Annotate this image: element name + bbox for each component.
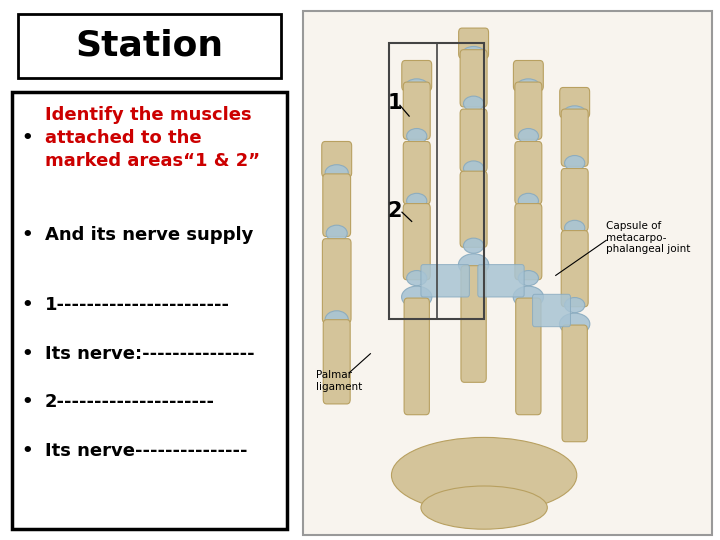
FancyBboxPatch shape xyxy=(562,325,588,442)
FancyBboxPatch shape xyxy=(561,231,588,307)
Ellipse shape xyxy=(517,79,540,94)
FancyBboxPatch shape xyxy=(322,141,351,177)
FancyBboxPatch shape xyxy=(515,141,542,204)
Ellipse shape xyxy=(464,238,484,253)
Text: •: • xyxy=(21,296,32,314)
Ellipse shape xyxy=(564,298,585,313)
FancyBboxPatch shape xyxy=(323,239,351,323)
FancyBboxPatch shape xyxy=(516,298,541,415)
FancyBboxPatch shape xyxy=(323,320,350,404)
Ellipse shape xyxy=(407,129,427,144)
Text: 1-----------------------: 1----------------------- xyxy=(45,296,230,314)
Ellipse shape xyxy=(325,165,348,181)
Ellipse shape xyxy=(405,79,428,94)
FancyBboxPatch shape xyxy=(459,28,489,58)
FancyBboxPatch shape xyxy=(515,204,542,280)
Text: Its nerve:---------------: Its nerve:--------------- xyxy=(45,345,254,363)
Text: And its nerve supply: And its nerve supply xyxy=(45,226,253,244)
FancyBboxPatch shape xyxy=(533,294,570,327)
FancyBboxPatch shape xyxy=(403,82,431,139)
Ellipse shape xyxy=(518,271,539,286)
Ellipse shape xyxy=(518,129,539,144)
Text: Station: Station xyxy=(76,29,223,62)
Ellipse shape xyxy=(462,46,485,62)
Ellipse shape xyxy=(464,96,484,111)
Ellipse shape xyxy=(407,271,427,286)
FancyBboxPatch shape xyxy=(461,266,486,382)
Ellipse shape xyxy=(459,254,489,275)
Text: Its nerve---------------: Its nerve--------------- xyxy=(45,442,248,460)
Text: •: • xyxy=(21,226,32,244)
Text: Palmar
ligament: Palmar ligament xyxy=(315,370,362,392)
FancyBboxPatch shape xyxy=(303,11,711,535)
Ellipse shape xyxy=(518,193,539,208)
Text: •: • xyxy=(21,442,32,460)
Ellipse shape xyxy=(421,486,547,529)
FancyBboxPatch shape xyxy=(559,87,590,118)
Text: Capsule of
metacarpo-
phalangeal joint: Capsule of metacarpo- phalangeal joint xyxy=(606,221,690,254)
FancyBboxPatch shape xyxy=(421,265,469,297)
FancyBboxPatch shape xyxy=(403,204,431,280)
FancyBboxPatch shape xyxy=(460,109,487,172)
FancyBboxPatch shape xyxy=(478,265,524,297)
Ellipse shape xyxy=(564,156,585,171)
Text: •: • xyxy=(21,393,32,411)
Text: •: • xyxy=(21,129,32,147)
FancyBboxPatch shape xyxy=(561,109,588,166)
Ellipse shape xyxy=(392,437,577,513)
Ellipse shape xyxy=(513,286,544,308)
FancyBboxPatch shape xyxy=(513,60,544,91)
FancyBboxPatch shape xyxy=(323,174,351,237)
FancyBboxPatch shape xyxy=(403,141,431,204)
Ellipse shape xyxy=(464,161,484,176)
FancyBboxPatch shape xyxy=(515,82,542,139)
Text: 2---------------------: 2--------------------- xyxy=(45,393,215,411)
Ellipse shape xyxy=(559,313,590,335)
Text: 2: 2 xyxy=(387,200,402,221)
Ellipse shape xyxy=(402,286,432,308)
Bar xyxy=(390,43,484,319)
FancyBboxPatch shape xyxy=(460,50,487,107)
Text: Identify the muscles
attached to the
marked areas“1 & 2”: Identify the muscles attached to the mar… xyxy=(45,106,260,170)
Ellipse shape xyxy=(326,225,347,241)
FancyBboxPatch shape xyxy=(402,60,432,91)
Ellipse shape xyxy=(325,310,348,328)
Text: 1: 1 xyxy=(387,92,402,113)
Text: •: • xyxy=(21,345,32,363)
FancyBboxPatch shape xyxy=(18,14,281,78)
FancyBboxPatch shape xyxy=(561,168,588,231)
FancyBboxPatch shape xyxy=(404,298,429,415)
FancyBboxPatch shape xyxy=(460,171,487,247)
Ellipse shape xyxy=(564,220,585,235)
Ellipse shape xyxy=(407,193,427,208)
FancyBboxPatch shape xyxy=(12,92,287,529)
Ellipse shape xyxy=(563,106,586,121)
